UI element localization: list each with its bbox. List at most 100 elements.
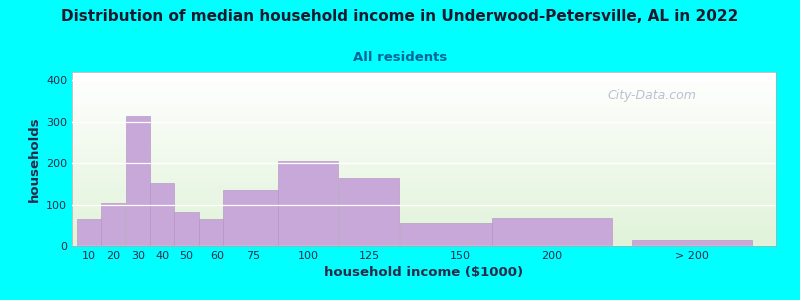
Bar	[72, 242, 776, 244]
Bar	[72, 96, 776, 98]
Bar	[72, 91, 776, 93]
Bar	[72, 128, 776, 129]
Bar	[223, 190, 284, 246]
Bar	[72, 218, 776, 220]
Bar	[72, 138, 776, 140]
Bar	[72, 150, 776, 152]
Bar	[72, 209, 776, 211]
Bar	[150, 183, 174, 246]
Bar	[72, 189, 776, 190]
Bar	[72, 114, 776, 116]
Bar	[72, 206, 776, 208]
Bar	[72, 224, 776, 225]
Bar	[72, 159, 776, 161]
Bar	[72, 117, 776, 119]
Bar	[72, 143, 776, 145]
Bar	[72, 197, 776, 199]
Bar	[72, 232, 776, 234]
Bar	[72, 112, 776, 114]
Bar	[72, 239, 776, 241]
Bar	[72, 222, 776, 224]
Bar	[72, 220, 776, 222]
Bar	[72, 182, 776, 183]
Bar	[72, 192, 776, 194]
Text: Distribution of median household income in Underwood-Petersville, AL in 2022: Distribution of median household income …	[62, 9, 738, 24]
Bar	[72, 89, 776, 91]
Bar	[72, 244, 776, 246]
Bar	[72, 173, 776, 175]
Bar	[72, 102, 776, 103]
X-axis label: household income ($1000): household income ($1000)	[325, 266, 523, 279]
Text: City-Data.com: City-Data.com	[607, 89, 696, 102]
Bar	[72, 194, 776, 196]
Bar	[72, 185, 776, 187]
Bar	[72, 237, 776, 239]
Bar	[72, 93, 776, 94]
Bar	[72, 145, 776, 147]
Bar	[72, 166, 776, 168]
Bar	[72, 81, 776, 82]
Bar	[72, 236, 776, 237]
Bar	[72, 147, 776, 148]
Bar	[72, 100, 776, 102]
Bar	[72, 103, 776, 105]
Bar	[72, 229, 776, 230]
Bar	[72, 88, 776, 89]
Bar	[72, 105, 776, 107]
Bar	[72, 157, 776, 159]
Bar	[72, 178, 776, 180]
Bar	[72, 84, 776, 86]
Bar	[72, 129, 776, 131]
Bar	[72, 161, 776, 163]
Bar	[72, 187, 776, 189]
Bar	[400, 223, 521, 246]
Y-axis label: households: households	[27, 116, 41, 202]
Bar	[72, 76, 776, 77]
Bar	[72, 180, 776, 182]
Bar	[339, 178, 399, 246]
Bar	[278, 161, 338, 246]
Bar	[72, 148, 776, 150]
Bar	[72, 74, 776, 76]
Bar	[72, 175, 776, 176]
Bar	[72, 122, 776, 124]
Bar	[72, 110, 776, 112]
Bar	[174, 212, 198, 246]
Bar	[77, 219, 101, 246]
Text: All residents: All residents	[353, 51, 447, 64]
Bar	[72, 107, 776, 109]
Bar	[199, 219, 235, 246]
Bar	[72, 77, 776, 79]
Bar	[72, 152, 776, 154]
Bar	[72, 126, 776, 128]
Bar	[72, 196, 776, 197]
Bar	[72, 98, 776, 100]
Bar	[72, 227, 776, 229]
Bar	[72, 199, 776, 201]
Bar	[72, 168, 776, 169]
Bar	[72, 234, 776, 236]
Bar	[72, 124, 776, 126]
Bar	[72, 136, 776, 138]
Bar	[102, 202, 126, 246]
Bar	[72, 82, 776, 84]
Bar	[72, 135, 776, 137]
Bar	[72, 241, 776, 242]
Bar	[72, 211, 776, 213]
Bar	[72, 131, 776, 133]
Bar	[72, 140, 776, 142]
Bar	[72, 216, 776, 218]
Bar	[72, 155, 776, 157]
Bar	[72, 79, 776, 81]
Bar	[72, 169, 776, 171]
Bar	[72, 86, 776, 88]
Bar	[72, 116, 776, 117]
Bar	[72, 164, 776, 166]
Bar	[72, 202, 776, 204]
Bar	[491, 218, 612, 246]
Bar	[72, 176, 776, 178]
Bar	[72, 208, 776, 209]
Bar	[72, 225, 776, 227]
Bar	[72, 190, 776, 192]
Bar	[72, 171, 776, 173]
